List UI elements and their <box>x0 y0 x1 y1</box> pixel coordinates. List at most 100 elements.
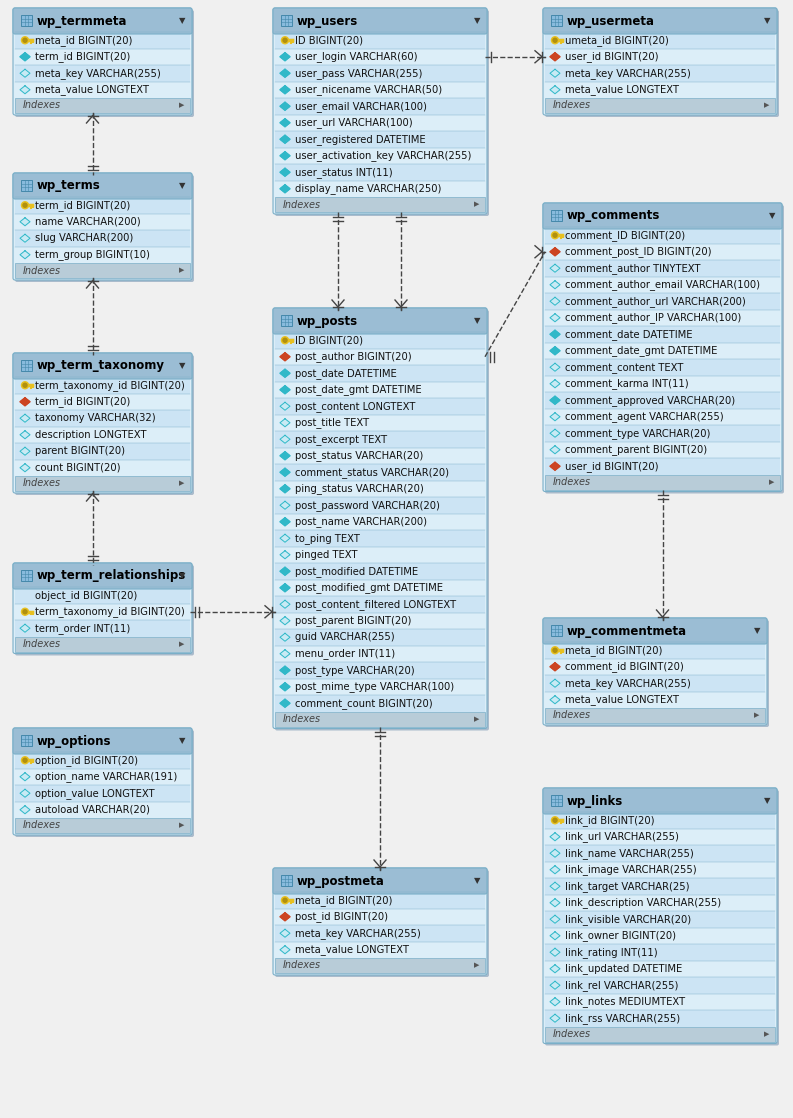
FancyBboxPatch shape <box>15 356 194 495</box>
FancyBboxPatch shape <box>551 795 562 806</box>
Circle shape <box>23 609 27 614</box>
Bar <box>275 381 485 398</box>
Circle shape <box>21 37 29 44</box>
FancyBboxPatch shape <box>545 205 784 493</box>
Polygon shape <box>280 946 290 954</box>
Text: user_email VARCHAR(100): user_email VARCHAR(100) <box>295 101 427 112</box>
FancyBboxPatch shape <box>273 868 487 894</box>
Text: link_rss VARCHAR(255): link_rss VARCHAR(255) <box>565 1013 680 1024</box>
Polygon shape <box>280 86 290 94</box>
Text: ID BIGINT(20): ID BIGINT(20) <box>295 36 363 45</box>
Bar <box>275 32 485 48</box>
Polygon shape <box>280 468 290 476</box>
Bar <box>15 785 190 802</box>
Text: meta_key VARCHAR(255): meta_key VARCHAR(255) <box>565 678 691 689</box>
Text: link_rel VARCHAR(255): link_rel VARCHAR(255) <box>565 979 678 991</box>
Polygon shape <box>20 464 30 472</box>
Bar <box>545 408 780 425</box>
Circle shape <box>23 38 27 42</box>
Polygon shape <box>280 600 290 608</box>
FancyBboxPatch shape <box>543 203 782 229</box>
Text: ▶: ▶ <box>179 103 185 108</box>
Bar <box>545 960 775 977</box>
Polygon shape <box>550 86 560 94</box>
Circle shape <box>282 37 289 44</box>
Polygon shape <box>20 69 30 77</box>
Text: meta_key VARCHAR(255): meta_key VARCHAR(255) <box>295 928 421 939</box>
Circle shape <box>23 203 27 207</box>
Bar <box>545 828 775 845</box>
Text: term_order INT(11): term_order INT(11) <box>35 623 130 634</box>
FancyBboxPatch shape <box>543 8 777 34</box>
Polygon shape <box>20 53 30 60</box>
Text: link_rating INT(11): link_rating INT(11) <box>565 947 657 958</box>
Polygon shape <box>280 386 290 394</box>
FancyBboxPatch shape <box>21 360 32 371</box>
Polygon shape <box>550 264 560 273</box>
FancyBboxPatch shape <box>13 8 192 115</box>
Text: ▼: ▼ <box>473 316 481 325</box>
Circle shape <box>553 648 557 652</box>
Bar <box>545 1010 775 1026</box>
Bar <box>15 459 190 476</box>
Polygon shape <box>550 396 560 405</box>
FancyBboxPatch shape <box>273 8 487 214</box>
Polygon shape <box>20 250 30 258</box>
Bar <box>15 476 190 491</box>
Polygon shape <box>20 86 30 94</box>
Polygon shape <box>550 297 560 305</box>
Bar <box>275 349 485 364</box>
Polygon shape <box>280 617 290 625</box>
Bar <box>275 164 485 180</box>
Text: post_date_gmt DATETIME: post_date_gmt DATETIME <box>295 385 422 395</box>
Bar <box>545 425 780 442</box>
Bar <box>275 563 485 579</box>
FancyBboxPatch shape <box>21 570 32 581</box>
Bar <box>545 326 780 342</box>
Bar <box>545 878 775 894</box>
Polygon shape <box>280 518 290 525</box>
Text: ▼: ▼ <box>754 626 760 635</box>
Bar <box>15 818 190 833</box>
Bar <box>545 1026 775 1042</box>
FancyBboxPatch shape <box>275 870 489 977</box>
Text: ▶: ▶ <box>179 641 185 647</box>
Circle shape <box>282 897 289 903</box>
Text: ▶: ▶ <box>754 712 760 719</box>
Bar <box>275 464 485 481</box>
Polygon shape <box>280 102 290 111</box>
Bar <box>545 708 765 723</box>
Bar <box>545 342 780 359</box>
Text: to_ping TEXT: to_ping TEXT <box>295 533 360 543</box>
Circle shape <box>553 234 557 237</box>
Polygon shape <box>280 929 290 937</box>
Text: option_name VARCHAR(191): option_name VARCHAR(191) <box>35 771 178 783</box>
Bar <box>545 82 775 98</box>
Bar <box>545 894 775 911</box>
Text: post_mime_type VARCHAR(100): post_mime_type VARCHAR(100) <box>295 681 454 692</box>
Text: comment_approved VARCHAR(20): comment_approved VARCHAR(20) <box>565 395 735 406</box>
Text: ▶: ▶ <box>769 479 775 485</box>
Bar <box>15 230 190 246</box>
Polygon shape <box>280 699 290 708</box>
Bar <box>15 377 190 394</box>
Polygon shape <box>280 485 290 493</box>
Text: comment_post_ID BIGINT(20): comment_post_ID BIGINT(20) <box>565 246 711 257</box>
Bar <box>275 481 485 498</box>
Bar <box>275 197 485 212</box>
Text: ▼: ▼ <box>473 877 481 885</box>
FancyBboxPatch shape <box>275 10 489 216</box>
Text: meta_value LONGTEXT: meta_value LONGTEXT <box>35 84 149 95</box>
Polygon shape <box>550 948 560 956</box>
Bar <box>545 862 775 878</box>
Polygon shape <box>20 624 30 633</box>
FancyBboxPatch shape <box>281 315 292 326</box>
Polygon shape <box>20 430 30 438</box>
Bar <box>275 332 485 349</box>
Circle shape <box>553 38 557 42</box>
Circle shape <box>551 646 558 654</box>
Polygon shape <box>550 997 560 1006</box>
Text: comment_agent VARCHAR(255): comment_agent VARCHAR(255) <box>565 411 724 423</box>
Text: post_excerpt TEXT: post_excerpt TEXT <box>295 434 387 445</box>
Bar <box>545 310 780 326</box>
